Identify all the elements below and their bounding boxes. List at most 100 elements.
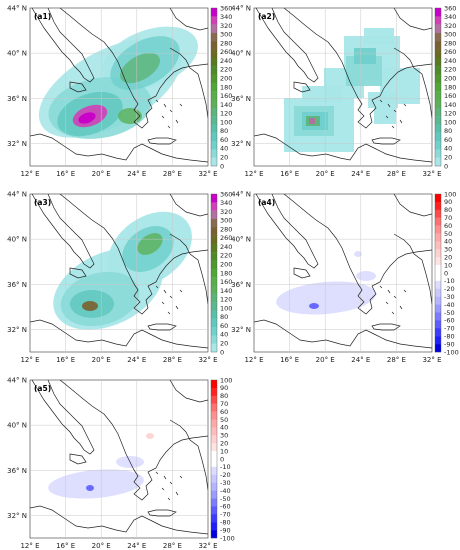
lon-tick-label: 32° E xyxy=(198,542,217,550)
data-field xyxy=(254,8,432,166)
lon-tick-label: 12° E xyxy=(20,542,39,550)
colorbar-tick-label: 80 xyxy=(220,392,228,400)
coastline xyxy=(69,81,87,93)
colorbar-segment xyxy=(435,265,441,274)
data-field xyxy=(30,380,208,538)
map-panel-a2: (a2) 44° N 40° N 36° N 32° N 12° E 16° E 20° E 2… xyxy=(231,4,456,178)
colorbar-tick-label: -100 xyxy=(220,534,235,542)
lat-tick-label: 36° N xyxy=(7,467,27,475)
map-panel-a1: (a1) 44° N 40° N 36° N 32° N 12° E 16° E 20° E 2… xyxy=(7,4,232,178)
colorbar-segment xyxy=(211,202,217,211)
colorbar-segment xyxy=(435,141,441,150)
colorbar-segment xyxy=(435,194,441,203)
colorbar-tick-label: 140 xyxy=(220,101,232,109)
colorbar-tick-label: 300 xyxy=(220,217,232,225)
colorbar-tick-label: 10 xyxy=(444,261,452,269)
colorbar-tick-label: 0 xyxy=(444,269,448,277)
colorbar-tick-label: 100 xyxy=(220,304,232,312)
coastline xyxy=(169,233,208,305)
colorbar-segment xyxy=(211,318,217,328)
colorbar-tick-label: 40 xyxy=(220,424,228,432)
colorbar-tick-label: 340 xyxy=(444,13,456,21)
colorbar-segment xyxy=(211,335,217,344)
colorbar-tick-label: 260 xyxy=(444,48,456,56)
colorbar-tick-label: -90 xyxy=(220,526,231,534)
data-field xyxy=(254,194,432,352)
colorbar-difference: 1009080706050403020100-10-20-30-40-50-60… xyxy=(210,376,235,542)
lon-tick-label: 28° E xyxy=(163,542,182,550)
colorbar-segment xyxy=(435,16,441,25)
colorbar-tick-label: 140 xyxy=(220,287,232,295)
coastline xyxy=(371,137,401,145)
colorbar-tick-label: 120 xyxy=(444,110,456,118)
colorbar-segment xyxy=(211,243,217,253)
colorbar-segment xyxy=(435,201,441,210)
colorbar-tick-label: 60 xyxy=(444,222,452,230)
colorbar-segment xyxy=(211,268,217,278)
lon-tick-label: 16° E xyxy=(280,356,299,364)
colorbar-segment xyxy=(211,293,217,303)
colorbar-segment xyxy=(211,41,217,50)
lon-tick-label: 16° E xyxy=(280,170,299,178)
colorbar-difference: 1009080706050403020100-10-20-30-40-50-60… xyxy=(434,190,459,356)
lon-tick-label: 12° E xyxy=(20,170,39,178)
colorbar-segment xyxy=(211,57,217,67)
colorbar-tick-label: -10 xyxy=(444,277,455,285)
colorbar-segment xyxy=(435,82,441,92)
lat-tick-label: 44° N xyxy=(7,191,27,199)
colorbar-tick-label: 160 xyxy=(444,92,456,100)
colorbar-segment xyxy=(435,157,441,167)
colorbar-tick-label: -50 xyxy=(444,309,455,317)
colorbar-tick-label: 30 xyxy=(444,246,452,254)
lat-tick-label: 32° N xyxy=(7,512,27,520)
colorbar-segment xyxy=(211,522,217,531)
colorbar-tick-label: 20 xyxy=(444,154,452,162)
colorbar-segment xyxy=(435,320,441,329)
lon-tick-label: 28° E xyxy=(163,170,182,178)
colorbar-tick-label: 280 xyxy=(220,225,232,233)
colorbar-segment xyxy=(211,427,217,436)
lon-tick-label: 20° E xyxy=(92,170,111,178)
coastline xyxy=(357,63,432,129)
coastline xyxy=(393,47,432,119)
colorbar-tick-label: 60 xyxy=(444,136,452,144)
colorbar-tick-label: -80 xyxy=(444,333,455,341)
colorbar-segment xyxy=(211,74,217,84)
colorbar-segment xyxy=(211,459,217,468)
map-panel-a5: (a5) 44° N 40° N 36° N 32° N 12° E 16° E 20° E 2… xyxy=(7,376,235,550)
colorbar-segment xyxy=(211,32,217,42)
lon-tick-label: 32° E xyxy=(198,170,217,178)
lon-tick-label: 24° E xyxy=(351,170,370,178)
colorbar-segment xyxy=(435,217,441,226)
colorbar-segment xyxy=(211,302,217,311)
coastline xyxy=(69,453,87,465)
colorbar-tick-label: 0 xyxy=(220,455,224,463)
colorbar-segment xyxy=(211,474,217,483)
coastline xyxy=(393,233,432,305)
coastline xyxy=(31,8,95,83)
lat-tick-label: 32° N xyxy=(7,326,27,334)
lon-tick-label: 12° E xyxy=(244,356,263,364)
colorbar-tick-label: 220 xyxy=(220,66,232,74)
lat-tick-label: 32° N xyxy=(7,140,27,148)
colorbar-tick-label: 90 xyxy=(444,198,452,206)
colorbar-segment xyxy=(435,304,441,313)
coastline xyxy=(69,267,87,279)
colorbar-tick-label: 220 xyxy=(444,66,456,74)
colorbar-magnitude: 3603403203002802602402202001801601401201… xyxy=(434,4,456,170)
colorbar-segment xyxy=(211,260,217,270)
colorbar-tick-label: 180 xyxy=(220,83,232,91)
colorbar-tick-label: 240 xyxy=(220,57,232,65)
colorbar-tick-label: 180 xyxy=(444,83,456,91)
colorbar-tick-label: 180 xyxy=(220,269,232,277)
colorbar-tick-label: -10 xyxy=(220,463,231,471)
coastline xyxy=(31,380,95,455)
colorbar-segment xyxy=(435,74,441,84)
coastline xyxy=(255,194,319,269)
colorbar-tick-label: -70 xyxy=(444,325,455,333)
colorbar-segment xyxy=(211,395,217,404)
lat-tick-label: 40° N xyxy=(7,50,27,58)
lat-tick-label: 44° N xyxy=(7,377,27,385)
colorbar-segment xyxy=(435,209,441,218)
colorbar-tick-label: 100 xyxy=(220,376,232,384)
